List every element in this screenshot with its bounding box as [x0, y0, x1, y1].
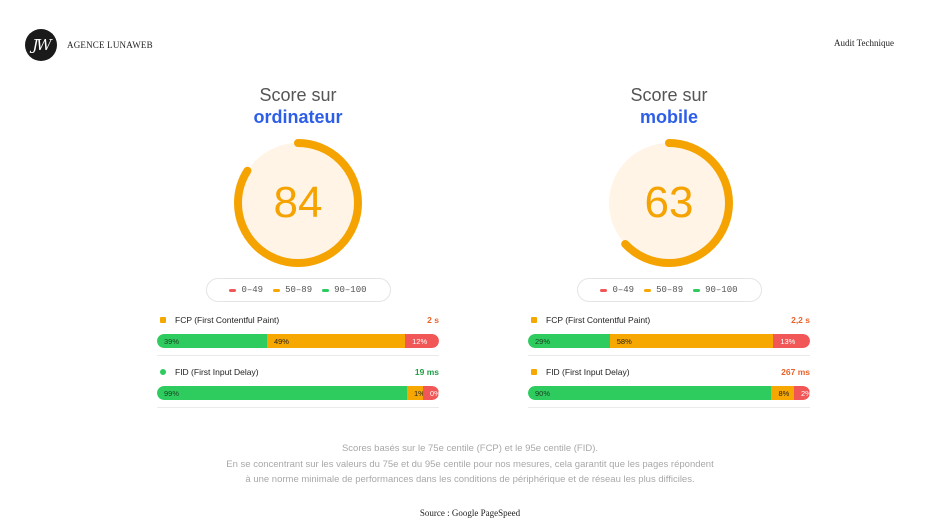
legend-good-dash	[322, 288, 330, 292]
legend-good-dash	[693, 288, 701, 292]
page-section-title: Audit Technique	[834, 38, 894, 48]
legend-poor: 0–49	[600, 285, 634, 295]
fcp-poor-segment: 12%	[405, 334, 439, 348]
desktop-title-line1: Score sur	[259, 85, 337, 105]
fcp-average-segment: 58%	[609, 334, 774, 348]
legend-poor: 0–49	[229, 285, 263, 295]
legend-average-dash	[644, 288, 652, 292]
desktop-gauge-background	[238, 143, 358, 263]
fid-average-segment: 1%	[407, 386, 425, 400]
desktop-gauge-svg	[234, 139, 362, 267]
desktop-title: Score sur ordinateur	[157, 84, 439, 128]
agency-logo: JW	[25, 29, 57, 61]
mobile-fcp-metric: FCP (First Contentful Paint) 2,2 s 29% 5…	[528, 312, 810, 356]
desktop-title-line2: ordinateur	[253, 107, 343, 127]
desktop-fid-metric: FID (First Input Delay) 19 ms 99% 1% 0%	[157, 364, 439, 408]
legend-average: 50–89	[273, 285, 312, 295]
source-credit: Source : Google PageSpeed	[419, 508, 521, 518]
fid-poor-segment: 2%	[794, 386, 810, 400]
legend-good-label: 90–100	[334, 285, 367, 295]
mobile-score-value: 63	[644, 178, 694, 227]
fcp-value: 2 s	[427, 315, 439, 325]
fcp-status-icon	[531, 317, 537, 323]
legend-poor-label: 0–49	[612, 285, 635, 295]
mobile-score-panel: Score sur mobile 63 0–49 50–89 90–100 FC…	[528, 84, 810, 408]
fcp-label: FCP (First Contentful Paint)	[546, 315, 651, 325]
desktop-score-gauge: 84	[231, 136, 365, 270]
desktop-score-panel: Score sur ordinateur 84 0–49 50–89 90–10…	[157, 84, 439, 408]
fid-distribution-bar: 99% 1% 0%	[157, 386, 439, 400]
mobile-title: Score sur mobile	[528, 84, 810, 128]
brand: JW AGENCE LUNAWEB	[25, 29, 153, 61]
note-line-1: Scores basés sur le 75e centile (FCP) et…	[341, 443, 599, 454]
brand-name: AGENCE LUNAWEB	[67, 40, 153, 50]
fcp-status-icon	[160, 317, 166, 323]
fcp-good-segment: 29%	[528, 334, 610, 348]
mobile-title-line1: Score sur	[630, 85, 708, 105]
mobile-score-gauge: 63	[602, 136, 736, 270]
fid-status-icon	[160, 369, 166, 375]
legend-average-label: 50–89	[285, 285, 313, 295]
methodology-notes: Scores basés sur le 75e centile (FCP) et…	[0, 441, 940, 488]
fid-good-segment: 99%	[157, 386, 407, 400]
desktop-legend: 0–49 50–89 90–100	[205, 278, 391, 302]
note-line-3: à une norme minimale de performances dan…	[245, 474, 695, 485]
desktop-gauge-arc	[234, 139, 362, 267]
fcp-distribution-bar: 29% 58% 13%	[528, 334, 810, 348]
fid-distribution-bar: 90% 8% 2%	[528, 386, 810, 400]
fcp-poor-segment: 13%	[773, 334, 810, 348]
fid-good-segment: 90%	[528, 386, 772, 400]
note-line-2: En se concentrant sur les valeurs du 75e…	[226, 458, 714, 470]
mobile-gauge-background	[609, 143, 729, 263]
fid-average-segment: 8%	[771, 386, 794, 400]
legend-poor-label: 0–49	[241, 285, 264, 295]
fcp-distribution-bar: 39% 49% 12%	[157, 334, 439, 348]
mobile-legend: 0–49 50–89 90–100	[576, 278, 762, 302]
legend-good: 90–100	[693, 285, 738, 295]
fid-label: FID (First Input Delay)	[546, 367, 630, 377]
fcp-value: 2,2 s	[791, 315, 810, 325]
legend-average-label: 50–89	[656, 285, 684, 295]
desktop-fcp-metric: FCP (First Contentful Paint) 2 s 39% 49%…	[157, 312, 439, 356]
legend-good: 90–100	[322, 285, 367, 295]
legend-poor-dash	[600, 288, 608, 292]
fcp-label: FCP (First Contentful Paint)	[175, 315, 280, 325]
fid-status-icon	[531, 369, 537, 375]
legend-average-dash	[273, 288, 281, 292]
fid-value: 267 ms	[781, 367, 810, 377]
mobile-fid-metric: FID (First Input Delay) 267 ms 90% 8% 2%	[528, 364, 810, 408]
fcp-good-segment: 39%	[157, 334, 267, 348]
mobile-gauge-svg	[605, 139, 733, 267]
fid-poor-segment: 0%	[423, 386, 439, 400]
fid-value: 19 ms	[414, 367, 439, 377]
legend-average: 50–89	[644, 285, 683, 295]
fid-label: FID (First Input Delay)	[175, 367, 259, 377]
mobile-title-line2: mobile	[639, 107, 698, 127]
legend-good-label: 90–100	[705, 285, 738, 295]
legend-poor-dash	[229, 288, 237, 292]
fcp-average-segment: 49%	[266, 334, 406, 348]
mobile-gauge-arc	[605, 139, 733, 267]
desktop-score-value: 84	[273, 178, 323, 227]
